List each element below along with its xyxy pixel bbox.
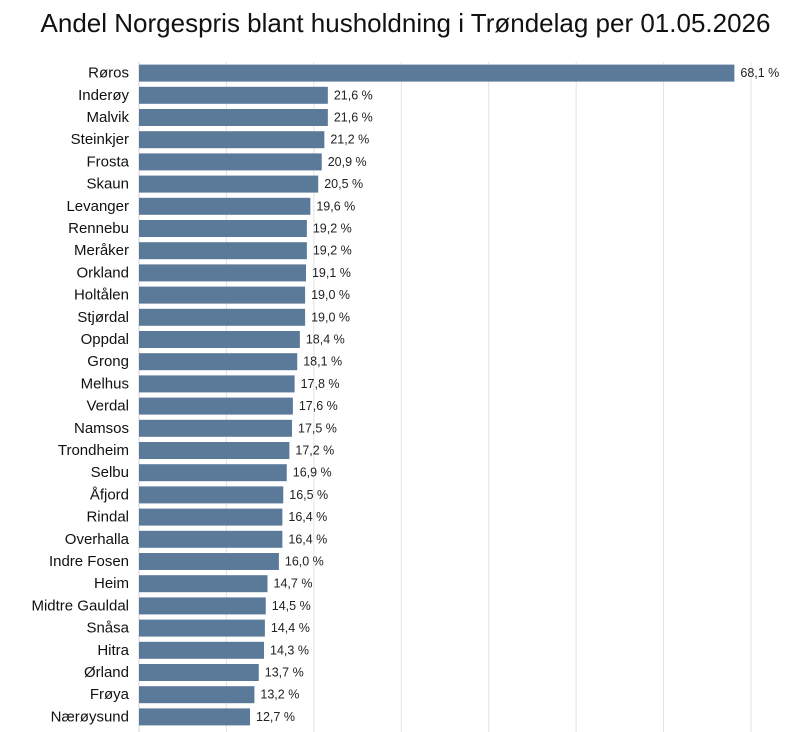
data-label: 19,2 % xyxy=(313,244,352,258)
gridlines xyxy=(138,62,752,732)
data-label: 19,0 % xyxy=(311,310,350,324)
data-label: 14,3 % xyxy=(270,643,309,657)
data-label: 17,8 % xyxy=(301,377,340,391)
category-label: Overhalla xyxy=(65,531,130,548)
bar xyxy=(139,686,255,704)
bar xyxy=(139,220,307,237)
data-label: 16,4 % xyxy=(288,510,327,524)
category-label: Holtålen xyxy=(74,287,129,304)
chart-title: Andel Norgespris blant husholdning i Trø… xyxy=(40,8,771,38)
bar xyxy=(139,419,292,437)
data-label: 16,0 % xyxy=(285,555,324,569)
bar xyxy=(139,508,283,526)
data-label: 14,4 % xyxy=(271,621,310,635)
category-label: Nærøysund xyxy=(51,708,129,725)
category-label: Inderøy xyxy=(78,87,129,104)
bar xyxy=(139,530,283,548)
data-label: 16,9 % xyxy=(293,466,332,480)
category-label: Frosta xyxy=(86,153,129,170)
bar xyxy=(139,86,328,104)
data-label: 17,2 % xyxy=(295,444,334,458)
data-label: 19,0 % xyxy=(311,288,350,302)
category-label: Melhus xyxy=(81,375,129,392)
bar xyxy=(139,264,306,282)
bar xyxy=(139,131,325,149)
data-label: 16,5 % xyxy=(289,488,328,502)
bar xyxy=(139,286,306,304)
bar xyxy=(139,442,290,459)
bar xyxy=(139,308,306,326)
data-label: 68,1 % xyxy=(740,66,779,80)
category-labels: Røros Inderøy Malvik Steinkjer Frosta Skaun Le… xyxy=(31,65,129,726)
category-label: Trondheim xyxy=(58,442,129,459)
data-label: 14,7 % xyxy=(274,577,313,591)
category-label: Hitra xyxy=(97,642,129,659)
data-label: 17,5 % xyxy=(298,421,337,435)
bar xyxy=(139,553,279,570)
data-label: 21,6 % xyxy=(334,88,373,102)
data-label: 19,1 % xyxy=(312,266,351,280)
category-label: Heim xyxy=(94,575,129,592)
bar xyxy=(139,331,300,348)
data-label: 19,2 % xyxy=(313,222,352,236)
category-label: Frøya xyxy=(90,686,130,703)
category-label: Indre Fosen xyxy=(49,553,129,570)
bar xyxy=(139,486,284,504)
category-label: Snåsa xyxy=(86,620,129,637)
category-label: Røros xyxy=(88,65,129,82)
category-label: Grong xyxy=(87,353,129,370)
category-label: Steinkjer xyxy=(71,131,129,148)
category-label: Ørland xyxy=(84,664,129,681)
data-label: 21,2 % xyxy=(330,133,369,147)
category-label: Midtre Gauldal xyxy=(31,597,129,614)
data-label: 16,4 % xyxy=(288,532,327,546)
category-label: Verdal xyxy=(86,398,129,415)
data-label: 17,6 % xyxy=(299,399,338,413)
bar xyxy=(139,197,311,215)
category-label: Rindal xyxy=(86,509,129,526)
bar xyxy=(139,664,259,681)
bar xyxy=(139,575,268,593)
category-label: Selbu xyxy=(91,464,129,481)
data-label: 21,6 % xyxy=(334,111,373,125)
bar xyxy=(139,153,322,171)
data-label: 12,7 % xyxy=(256,710,295,724)
data-label: 14,5 % xyxy=(272,599,311,613)
bar xyxy=(139,242,307,260)
bar xyxy=(139,109,328,126)
data-label: 20,5 % xyxy=(324,177,363,191)
category-label: Skaun xyxy=(86,176,129,193)
bar xyxy=(139,597,266,615)
bar xyxy=(139,641,265,659)
data-label: 13,2 % xyxy=(260,688,299,702)
bar xyxy=(139,619,265,637)
bar xyxy=(139,64,735,82)
category-label: Orkland xyxy=(76,264,129,281)
category-label: Stjørdal xyxy=(77,309,129,326)
category-label: Malvik xyxy=(86,109,129,126)
bar xyxy=(139,375,295,393)
data-label: 18,1 % xyxy=(303,355,342,369)
data-label: 18,4 % xyxy=(306,333,345,347)
category-label: Levanger xyxy=(66,198,129,215)
bar xyxy=(139,397,293,415)
data-label: 20,9 % xyxy=(328,155,367,169)
category-label: Rennebu xyxy=(68,220,129,237)
category-label: Åfjord xyxy=(90,486,129,503)
data-label: 13,7 % xyxy=(265,666,304,680)
data-label: 19,6 % xyxy=(316,199,355,213)
category-label: Oppdal xyxy=(81,331,129,348)
category-label: Meråker xyxy=(74,242,129,259)
category-label: Namsos xyxy=(74,420,129,437)
bar xyxy=(139,708,251,726)
bars xyxy=(139,64,735,726)
bar xyxy=(139,175,319,193)
bar xyxy=(139,353,298,371)
value-labels: 68,1 % 21,6 % 21,6 % 21,2 % 20,9 % 20,5 % 19,6… xyxy=(256,66,779,724)
bar xyxy=(139,464,287,482)
